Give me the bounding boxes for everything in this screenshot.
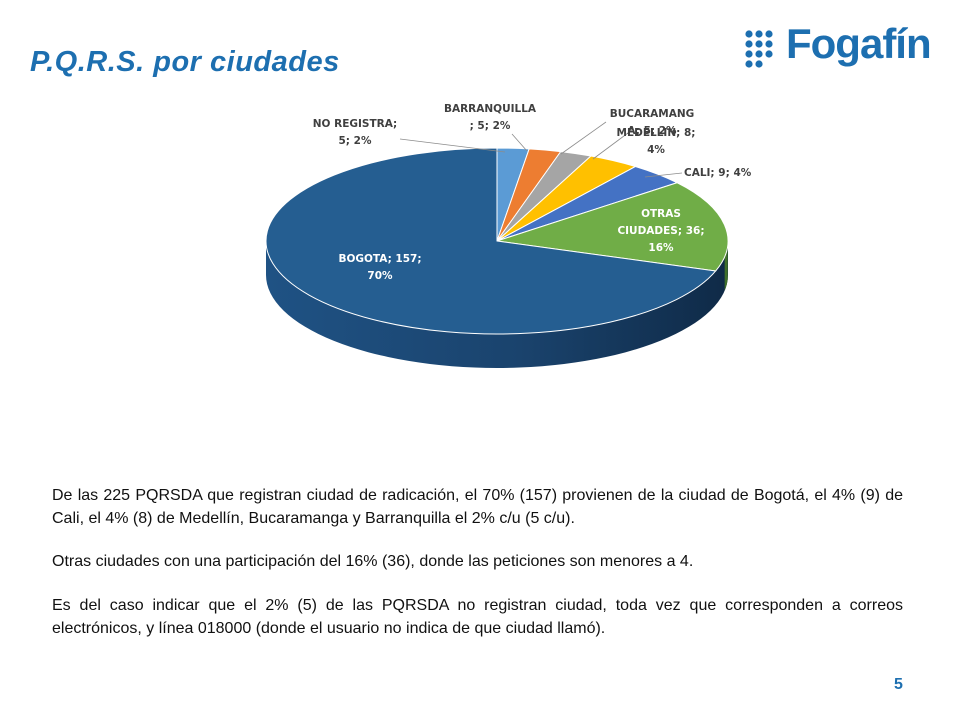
pie-side-otras <box>724 245 728 291</box>
paragraph-summary: De las 225 PQRSDA que registran ciudad d… <box>52 487 903 527</box>
pie-labels: NO REGISTRA; 5; 2% BARRANQUILLA; 5; 2% BUCA… <box>313 103 752 282</box>
pie-top-face <box>265 147 729 335</box>
pie-side-surface <box>266 241 728 368</box>
logo-text: Fogafín <box>786 20 932 67</box>
data-label-barranquilla: BARRANQUILLA; 5; 2% <box>444 103 537 132</box>
leader-line <box>511 133 528 152</box>
data-label-bogota: BOGOTA; 157; 70% <box>338 253 421 282</box>
data-label-cali: CALI; 9; 4% <box>684 167 752 179</box>
data-label-no-registra: NO REGISTRA; 5; 2% <box>313 118 397 147</box>
leader-line <box>560 121 607 155</box>
pie-slice-bogota <box>265 147 717 335</box>
leader-line <box>592 129 633 160</box>
fogafin-logo: Fogafín <box>742 20 942 74</box>
data-label-bucaramanga: BUCARAMANG A; 5; 2% <box>610 108 695 137</box>
page-number: 5 <box>894 676 903 693</box>
paragraph-other-cities: Otras ciudades con una participación del… <box>52 553 694 570</box>
data-label-medellin: MEDELLIN; 8; 4% <box>617 127 696 156</box>
logo-dots-icon <box>745 30 773 68</box>
pie-side-wall <box>266 241 728 368</box>
pie-chart: NO REGISTRA; 5; 2% BARRANQUILLA; 5; 2% BUCA… <box>265 103 752 368</box>
slide-title: P.Q.R.S. por ciudades <box>30 46 340 78</box>
data-label-otras-ciudades: OTRAS CIUDADES; 36; 16% <box>617 208 704 254</box>
paragraph-no-city: Es del caso indicar que el 2% (5) de las… <box>52 597 903 637</box>
leader-line <box>644 172 683 178</box>
leader-line <box>399 138 506 153</box>
pie-leader-lines <box>399 121 683 178</box>
